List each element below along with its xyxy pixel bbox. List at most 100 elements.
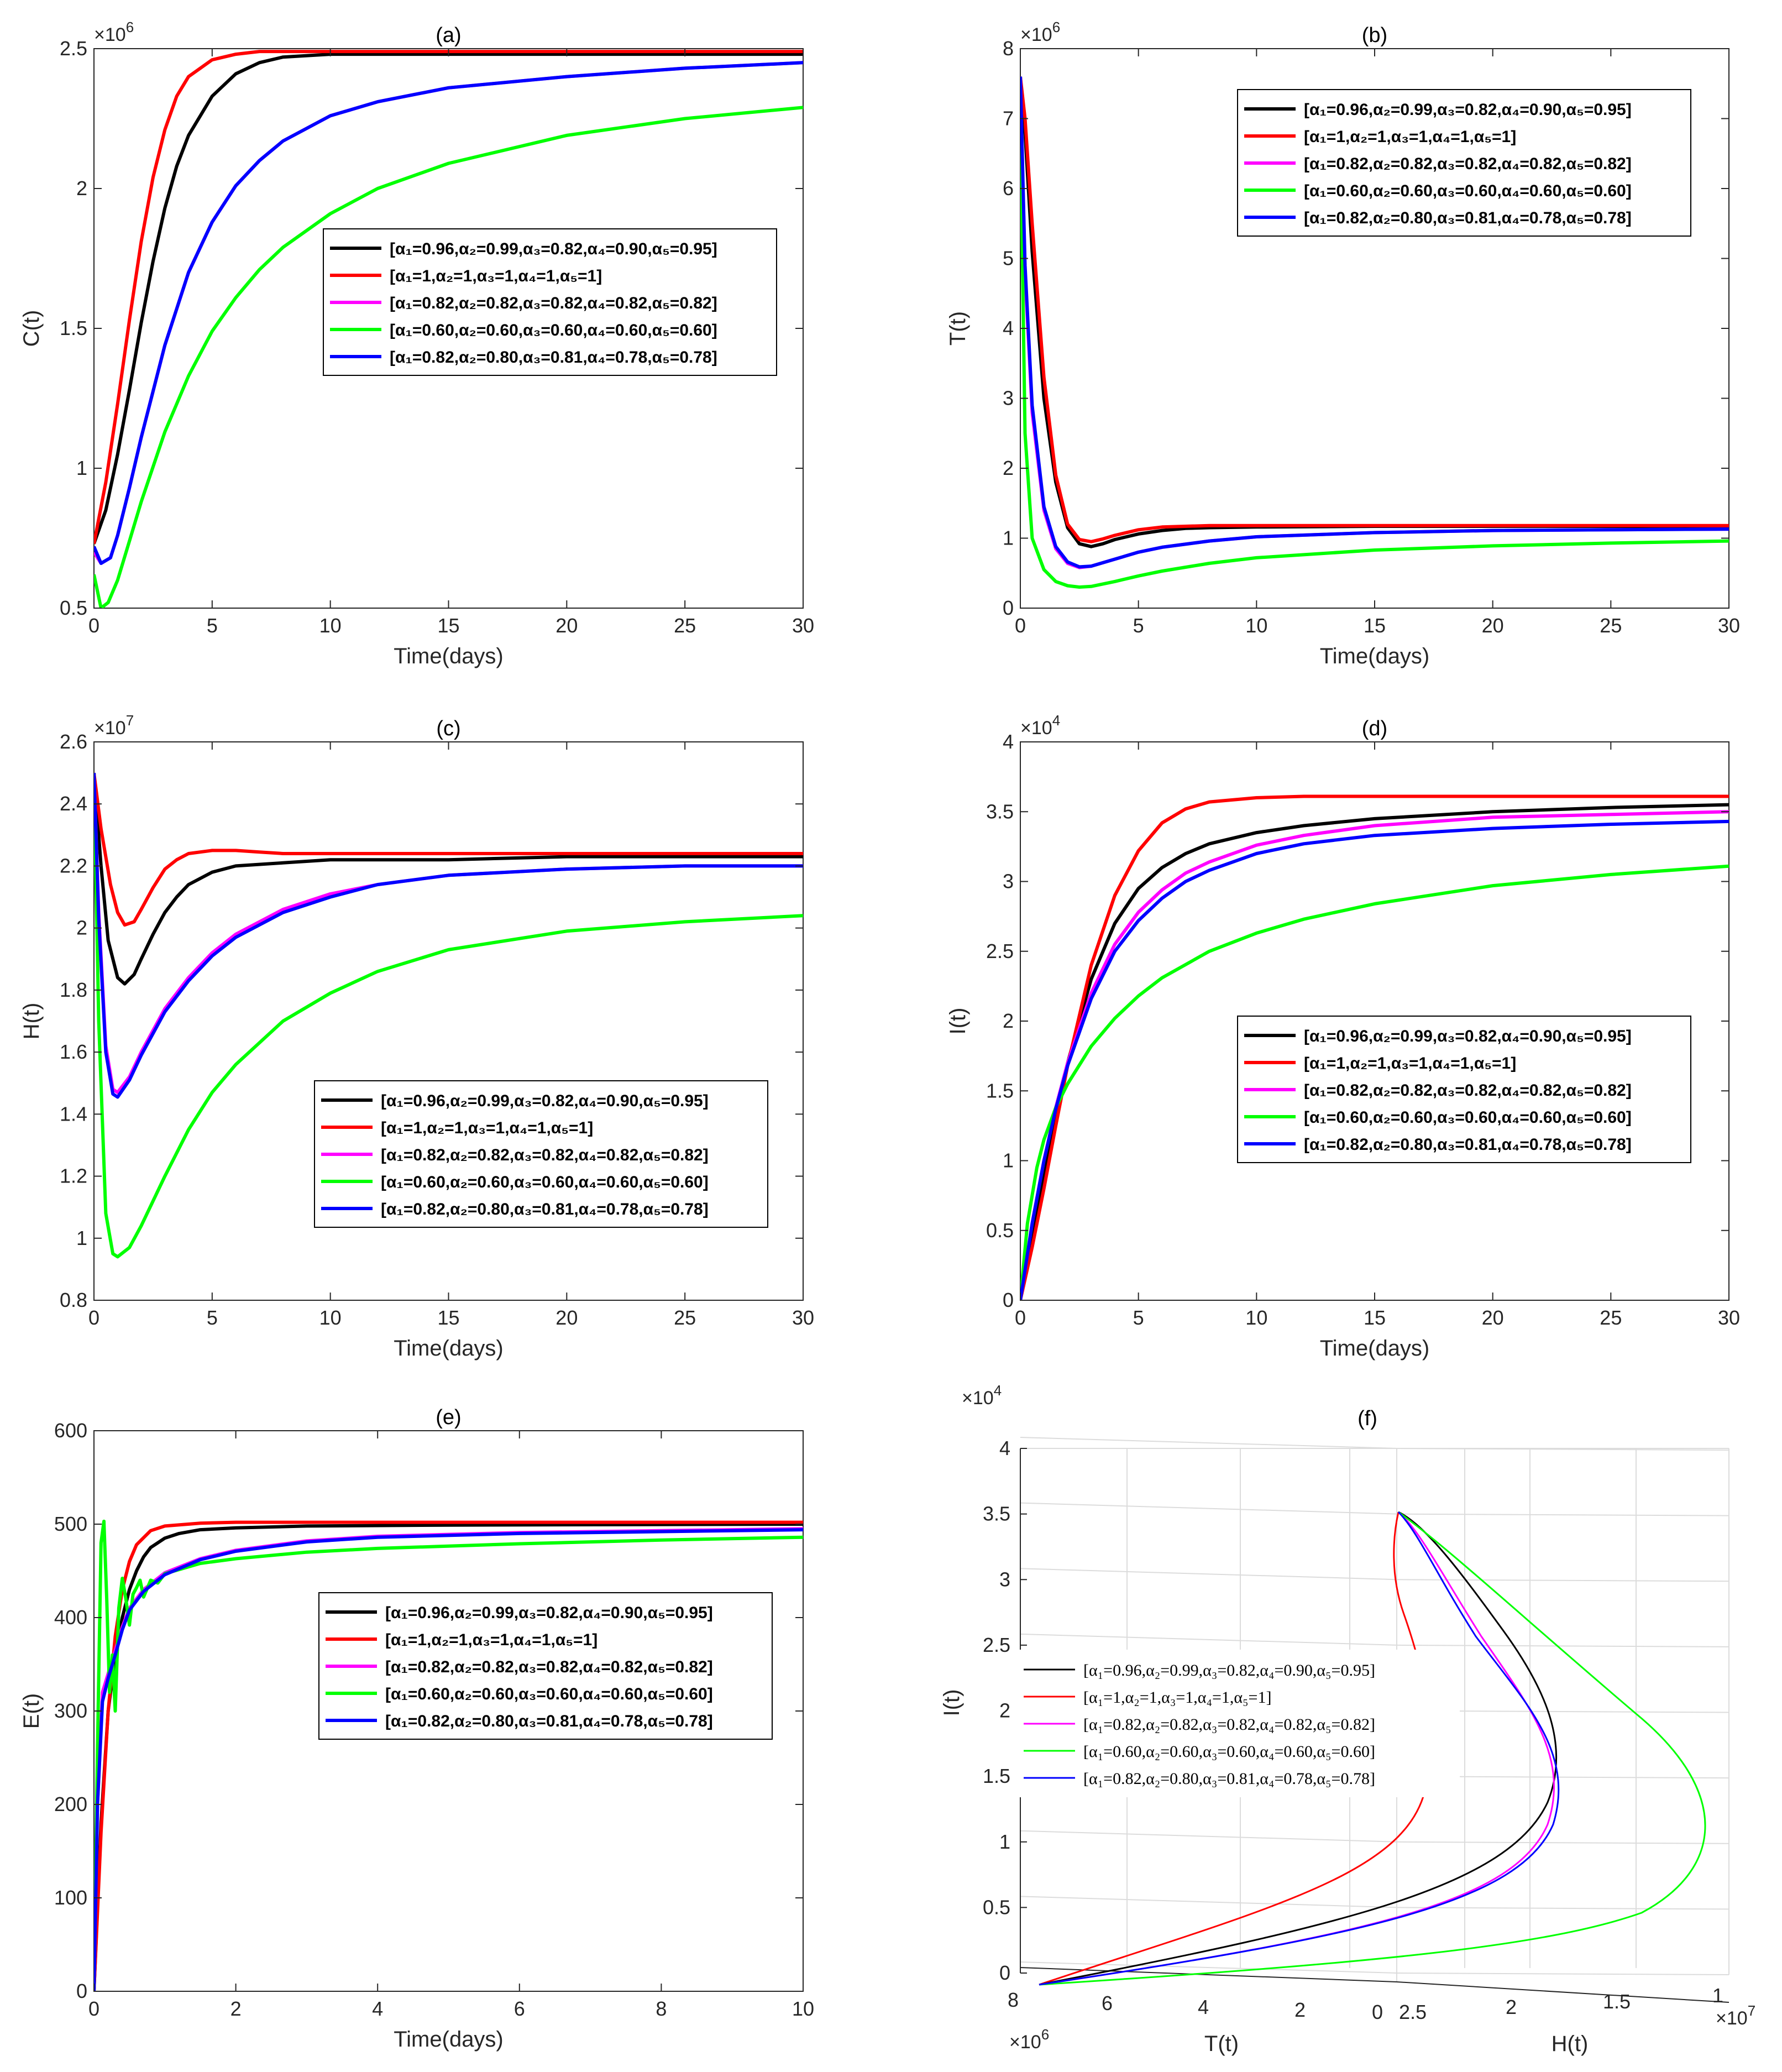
x-exponent: ×106 — [1009, 2026, 1049, 2053]
z-tick-label: 2.5 — [983, 1634, 1010, 1656]
x-tick-label: 10 — [319, 1306, 342, 1329]
y-exponent: ×107 — [1716, 2002, 1755, 2029]
y-tick-label: 1.5 — [60, 317, 87, 339]
grid-line-z — [1020, 1961, 1397, 1974]
z-tick-label: 3 — [999, 1568, 1010, 1590]
y-tick-label: 1.5 — [986, 1079, 1014, 1102]
x-tick-label: 10 — [319, 614, 342, 637]
x-tick-label: 30 — [792, 614, 814, 637]
legend-label-4: [α₁=0.82,α₂=0.80,α₃=0.81,α₄=0.78,α₅=0.78… — [1083, 1770, 1375, 1788]
x-axis-label: Time(days) — [394, 1336, 504, 1361]
y-tick-label: 2 — [1003, 457, 1014, 479]
x-axis-label: Time(days) — [394, 644, 504, 668]
y-tick-label: 2 — [76, 917, 87, 939]
legend-label-3: [α₁=0.60,α₂=0.60,α₃=0.60,α₄=0.60,α₅=0.60… — [381, 1173, 709, 1191]
x-tick-label: 5 — [207, 1306, 218, 1329]
legend-label-1: [α₁=1,α₂=1,α₃=1,α₄=1,α₅=1] — [1304, 128, 1516, 146]
y-tick-label-3d: 2.5 — [1399, 2001, 1427, 2023]
y-tick-label: 1.4 — [60, 1102, 87, 1125]
grid-line-z — [1396, 1579, 1729, 1582]
trajectory-blue — [1039, 1511, 1560, 1986]
panel-c: 0 5 10 15 20 25 30 0.8 1 1.2 1.4 1.6 1.8 2 2.2 2.4 2.6 ×1… — [19, 712, 814, 1361]
legend-label-4: [α₁=0.82,α₂=0.80,α₃=0.81,α₄=0.78,α₅=0.78… — [1304, 209, 1632, 227]
y-tick-label: 2 — [1003, 1009, 1014, 1032]
grid-line-z — [1396, 1841, 1729, 1844]
x-tick-label: 8 — [656, 1997, 667, 2020]
panel-title: (a) — [436, 24, 461, 47]
y-tick-label-3d: 1 — [1712, 1984, 1723, 2007]
y-exponent: ×104 — [1020, 712, 1060, 739]
series-line-red — [94, 50, 803, 545]
series-group — [94, 50, 803, 608]
y-tick-label: 1 — [76, 1227, 87, 1249]
y-exponent: ×106 — [94, 19, 134, 45]
y-tick-label: 0 — [1003, 597, 1014, 619]
y-tick-label: 8 — [1003, 37, 1014, 60]
y-tick-label: 7 — [1003, 107, 1014, 130]
x-axis-label: Time(days) — [1320, 644, 1430, 668]
y-tick-label: 4 — [1003, 317, 1014, 339]
y-axis-label: I(t) — [946, 1008, 970, 1035]
legend-label-1: [α₁=1,α₂=1,α₃=1,α₄=1,α₅=1] — [1304, 1054, 1516, 1072]
z-tick-label: 2 — [999, 1699, 1010, 1722]
grid-line-z — [1020, 1502, 1397, 1515]
y-tick-label-3d: 1.5 — [1603, 1990, 1631, 2013]
series-line-red — [94, 1520, 803, 1991]
legend-label-3: [α₁=0.60,α₂=0.60,α₃=0.60,α₄=0.60,α₅=0.60… — [390, 321, 717, 339]
legend-label-1: [α₁=1,α₂=1,α₃=1,α₄=1,α₅=1] — [385, 1631, 598, 1649]
y-tick-label: 300 — [54, 1699, 87, 1722]
series-line-green — [94, 1519, 803, 1991]
legend-box — [1016, 1650, 1460, 1797]
panel-title: (f) — [1358, 1407, 1377, 1430]
x-tick-label: 0 — [1015, 614, 1026, 637]
panel-e: 0 2 4 6 8 100100200300400500600(e)Time(days)E… — [19, 1406, 814, 2052]
y-tick-label: 1 — [1003, 1149, 1014, 1172]
legend-label-1: [α₁=1,α₂=1,α₃=1,α₄=1,α₅=1] — [1083, 1688, 1271, 1707]
y-tick-label: 6 — [1003, 177, 1014, 200]
z-tick-label: 4 — [999, 1437, 1010, 1459]
y-axis-label: E(t) — [19, 1693, 44, 1729]
y-tick-label: 4 — [1003, 730, 1014, 753]
x-tick-label-3d: 8 — [1008, 1989, 1019, 2011]
z-axis-label: I(t) — [940, 1689, 964, 1717]
y-tick-label: 500 — [54, 1513, 87, 1535]
z-exponent: ×104 — [962, 1382, 1002, 1409]
panel-title: (b) — [1362, 24, 1387, 47]
legend-box — [314, 1080, 768, 1228]
y-tick-label: 0.5 — [986, 1219, 1014, 1242]
y-tick-label: 100 — [54, 1886, 87, 1909]
x-tick-label: 15 — [437, 1306, 459, 1329]
y-tick-label: 5 — [1003, 247, 1014, 270]
y-tick-label: 2.2 — [60, 854, 87, 877]
x-tick-label: 30 — [1718, 1306, 1740, 1329]
x-tick-label-3d: 2 — [1294, 1998, 1306, 2021]
panel-title: (c) — [436, 717, 460, 740]
y-tick-label: 2.5 — [60, 37, 87, 60]
x-tick-label: 2 — [230, 1997, 242, 2020]
panel-title: (e) — [436, 1406, 461, 1429]
y-tick-label: 2.5 — [986, 940, 1014, 962]
y-axis-label: C(t) — [19, 310, 44, 347]
y-tick-label: 0 — [76, 1980, 87, 2002]
x-tick-label: 10 — [1245, 614, 1267, 637]
grid-line-z — [1020, 1437, 1397, 1449]
x-tick-label: 25 — [674, 614, 696, 637]
x-tick-label: 4 — [372, 1997, 383, 2020]
x-tick-label: 0 — [88, 1306, 99, 1329]
x-tick-label: 25 — [1600, 614, 1622, 637]
legend-label-0: [α₁=0.96,α₂=0.99,α₃=0.82,α₄=0.90,α₅=0.95… — [1083, 1661, 1375, 1679]
legend-label-4: [α₁=0.82,α₂=0.80,α₃=0.81,α₄=0.78,α₅=0.78… — [1304, 1136, 1632, 1154]
legend-label-4: [α₁=0.82,α₂=0.80,α₃=0.81,α₄=0.78,α₅=0.78… — [385, 1712, 713, 1730]
legend-label-4: [α₁=0.82,α₂=0.80,α₃=0.81,α₄=0.78,α₅=0.78… — [381, 1200, 709, 1218]
panel-title: (d) — [1362, 717, 1387, 740]
y-axis-label: T(t) — [946, 311, 970, 346]
series-group — [1020, 76, 1729, 589]
y-tick-label: 600 — [54, 1419, 87, 1442]
legend-label-0: [α₁=0.96,α₂=0.99,α₃=0.82,α₄=0.90,α₅=0.95… — [385, 1604, 713, 1622]
panel-d: 0 5 10 15 20 25 30 0 0.5 1 1.5 2 2.5 3 3.5 4 ×104 (d) Time… — [946, 712, 1740, 1361]
z-tick-label: 3.5 — [983, 1503, 1010, 1525]
x-axis-label: Time(days) — [394, 2027, 504, 2052]
z-tick-label: 1.5 — [983, 1765, 1010, 1787]
x-tick-label-3d: 4 — [1198, 1996, 1209, 2018]
